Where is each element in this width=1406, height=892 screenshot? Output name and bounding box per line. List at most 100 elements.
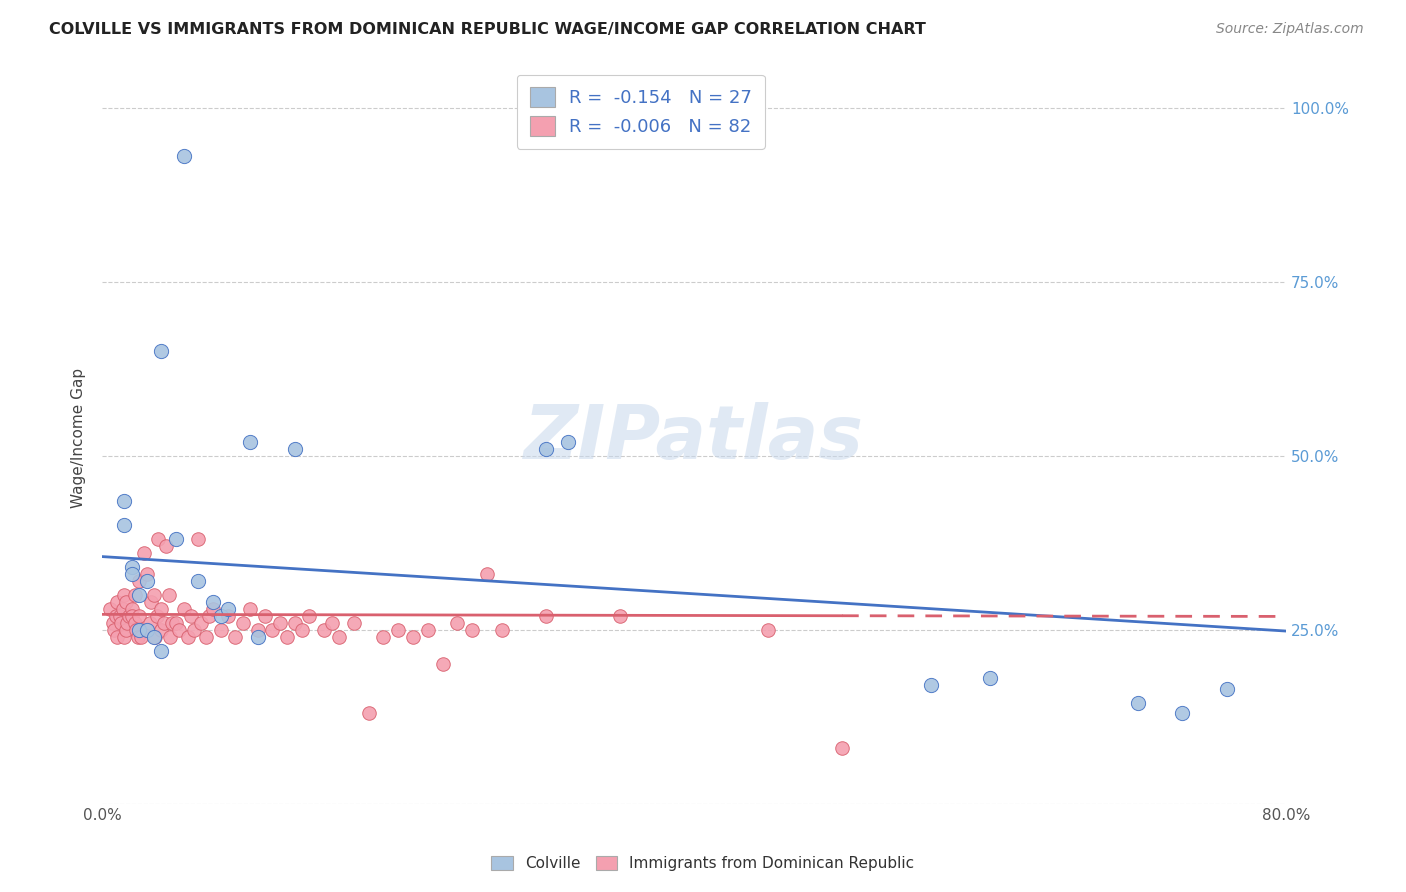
Point [112,630,135,644]
Point [197,608,219,623]
Point [117,615,139,630]
Point [246,630,269,644]
Point [224,630,246,644]
Point [150,344,173,359]
Point [239,601,262,615]
Point [416,623,439,637]
Point [98,601,121,615]
Point [165,532,187,546]
Point [284,615,307,630]
Point [177,630,200,644]
Point [979,672,1001,686]
Point [128,623,150,637]
Point [217,608,239,623]
Point [128,588,150,602]
Point [475,566,498,581]
Point [121,566,143,581]
Point [146,608,169,623]
Point [202,601,225,615]
Point [128,608,150,623]
Point [557,434,579,449]
Point [138,615,160,630]
Point [187,574,209,588]
Point [173,601,195,615]
Point [298,608,321,623]
Point [150,623,173,637]
Point [135,566,157,581]
Point [101,615,124,630]
Point [609,608,631,623]
Point [831,741,853,756]
Point [157,588,180,602]
Point [108,608,131,623]
Point [1216,681,1239,696]
Point [129,630,152,644]
Point [1126,696,1149,710]
Point [150,601,173,615]
Point [167,623,190,637]
Point [112,494,135,508]
Point [145,630,167,644]
Point [180,608,202,623]
Point [105,630,128,644]
Text: ZIPatlas: ZIPatlas [524,401,865,475]
Point [328,630,350,644]
Point [150,643,173,657]
Point [239,434,262,449]
Point [143,630,166,644]
Point [159,630,181,644]
Point [173,149,195,163]
Point [291,623,314,637]
Point [135,623,157,637]
Point [232,615,254,630]
Point [202,595,225,609]
Point [357,706,380,721]
Point [155,539,177,553]
Point [121,560,143,574]
Point [135,574,157,588]
Point [187,532,209,546]
Point [103,623,125,637]
Point [373,630,395,644]
Point [115,595,138,609]
Point [132,546,155,560]
Y-axis label: Wage/Income Gap: Wage/Income Gap [72,368,86,508]
Point [125,623,148,637]
Point [153,615,176,630]
Point [284,442,307,456]
Point [920,678,942,692]
Point [112,588,135,602]
Point [148,532,170,546]
Point [217,601,239,615]
Point [190,615,212,630]
Point [432,657,454,672]
Point [105,595,128,609]
Point [534,608,557,623]
Point [446,615,468,630]
Point [321,615,343,630]
Point [402,630,425,644]
Point [124,615,146,630]
Point [115,623,138,637]
Point [491,623,513,637]
Point [534,442,557,456]
Point [128,574,150,588]
Point [276,630,298,644]
Point [209,623,232,637]
Point [343,615,366,630]
Point [121,608,143,623]
Point [194,630,217,644]
Point [124,588,146,602]
Point [209,608,232,623]
Point [160,615,183,630]
Point [135,623,157,637]
Legend: Colville, Immigrants from Dominican Republic: Colville, Immigrants from Dominican Repu… [485,850,921,877]
Point [262,623,284,637]
Point [253,608,276,623]
Legend: R =  -0.154   N = 27, R =  -0.006   N = 82: R = -0.154 N = 27, R = -0.006 N = 82 [517,75,765,149]
Point [165,615,187,630]
Point [246,623,269,637]
Text: COLVILLE VS IMMIGRANTS FROM DOMINICAN REPUBLIC WAGE/INCOME GAP CORRELATION CHART: COLVILLE VS IMMIGRANTS FROM DOMINICAN RE… [49,22,927,37]
Point [112,518,135,533]
Text: Source: ZipAtlas.com: Source: ZipAtlas.com [1216,22,1364,37]
